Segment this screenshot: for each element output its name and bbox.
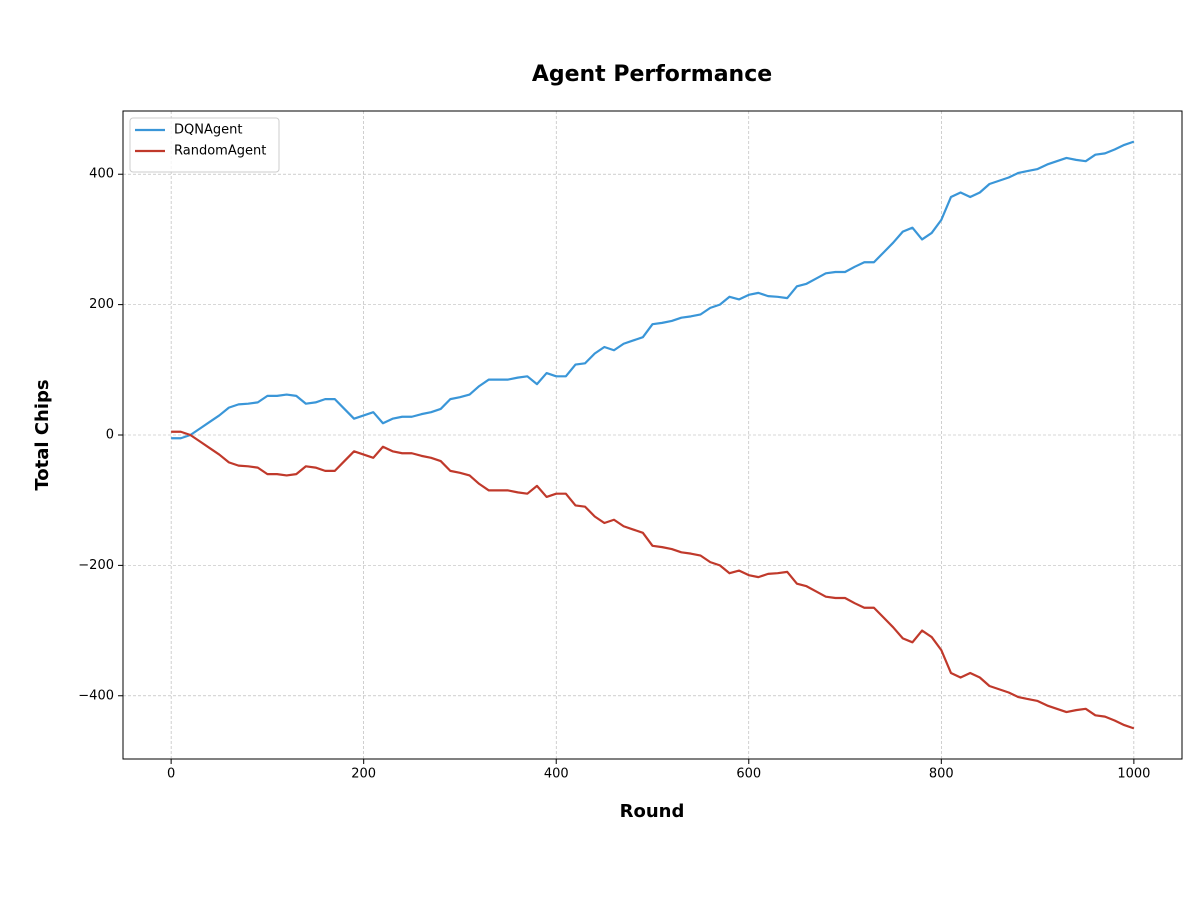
y-tick-label: −400	[78, 688, 114, 703]
plot-frame	[122, 110, 1183, 760]
y-tick-label: 0	[106, 428, 114, 443]
x-tick-label: 400	[544, 767, 569, 782]
x-tick-label: 200	[351, 767, 376, 782]
legend-box	[129, 117, 280, 173]
x-tick-label: 1000	[1117, 767, 1150, 782]
x-tick-label: 800	[929, 767, 954, 782]
x-axis-label: Round	[620, 801, 685, 822]
legend-label: RandomAgent	[174, 144, 266, 159]
y-tick-label: −200	[78, 558, 114, 573]
data-line	[171, 430, 1135, 730]
data-line	[171, 140, 1135, 440]
x-tick-label: 600	[736, 767, 761, 782]
chart-title: Agent Performance	[532, 62, 772, 87]
y-tick-label: 200	[89, 297, 114, 312]
y-axis-label: Total Chips	[32, 379, 53, 490]
x-tick-label: 0	[167, 767, 175, 782]
y-tick-label: 400	[89, 167, 114, 182]
legend-label: DQNAgent	[174, 123, 242, 138]
